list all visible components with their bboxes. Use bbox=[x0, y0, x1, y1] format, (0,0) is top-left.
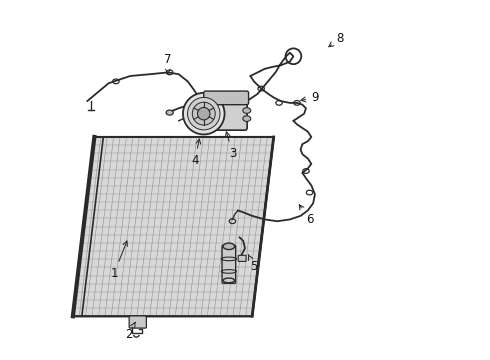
Ellipse shape bbox=[166, 110, 173, 115]
Text: 3: 3 bbox=[225, 132, 236, 159]
Text: 2: 2 bbox=[124, 322, 135, 341]
FancyBboxPatch shape bbox=[129, 316, 147, 328]
Ellipse shape bbox=[223, 278, 235, 283]
Text: 7: 7 bbox=[164, 53, 171, 74]
Ellipse shape bbox=[223, 243, 235, 249]
Text: 8: 8 bbox=[329, 32, 343, 47]
Text: 5: 5 bbox=[248, 254, 258, 273]
Text: 1: 1 bbox=[110, 241, 127, 280]
Polygon shape bbox=[73, 137, 274, 316]
Ellipse shape bbox=[243, 116, 251, 121]
Circle shape bbox=[197, 107, 210, 120]
Circle shape bbox=[192, 102, 215, 125]
Text: 9: 9 bbox=[301, 91, 318, 104]
Text: 4: 4 bbox=[191, 139, 201, 167]
Text: 6: 6 bbox=[299, 205, 313, 226]
FancyBboxPatch shape bbox=[238, 255, 246, 261]
Circle shape bbox=[188, 98, 220, 130]
FancyBboxPatch shape bbox=[222, 245, 236, 283]
Circle shape bbox=[183, 93, 224, 134]
FancyBboxPatch shape bbox=[204, 91, 248, 105]
FancyBboxPatch shape bbox=[205, 99, 247, 130]
Ellipse shape bbox=[243, 108, 251, 113]
